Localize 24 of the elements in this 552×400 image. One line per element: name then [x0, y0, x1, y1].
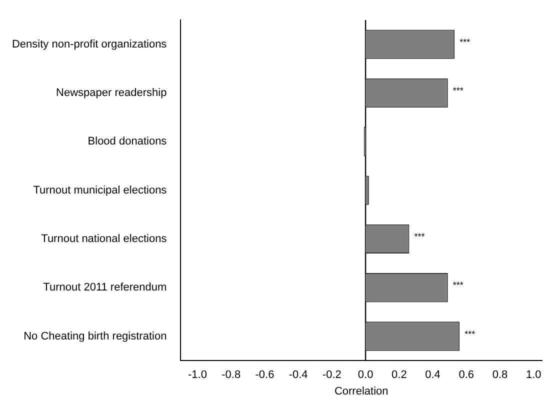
x-tick-label: 0.4 — [425, 369, 440, 382]
x-tick-label: -1.0 — [188, 369, 207, 382]
y-tick-label: Newspaper readership — [56, 87, 167, 100]
y-tick-label: Blood donations — [88, 136, 168, 148]
annotation: *** — [460, 36, 471, 47]
x-tick-label: 0.8 — [492, 369, 508, 382]
x-tick-label: 1.0 — [526, 369, 542, 382]
annotation: *** — [452, 280, 464, 290]
x-axis-title: Correlation — [334, 385, 388, 398]
y-tick-label: No Cheating birth registration — [24, 330, 167, 342]
x-tick-label: -0.4 — [288, 369, 308, 382]
x-tick-label: 0.6 — [458, 369, 474, 382]
annotation: *** — [452, 85, 464, 96]
x-tick-label: -0.6 — [255, 369, 274, 382]
y-tick-label: Turnout municipal elections — [33, 184, 168, 196]
annotation: *** — [414, 231, 426, 242]
y-tick-label: Turnout 2011 referendum — [43, 282, 167, 294]
annotation: *** — [464, 328, 476, 339]
x-tick-label: 0.2 — [392, 369, 407, 382]
x-tick-label: 0.0 — [358, 369, 374, 382]
x-tick-label: -0.2 — [322, 369, 342, 382]
y-tick-label: Turnout national elections — [41, 232, 168, 245]
y-tick-label: Density non-profit organizations — [12, 38, 168, 50]
x-tick-label: -0.8 — [222, 369, 241, 382]
